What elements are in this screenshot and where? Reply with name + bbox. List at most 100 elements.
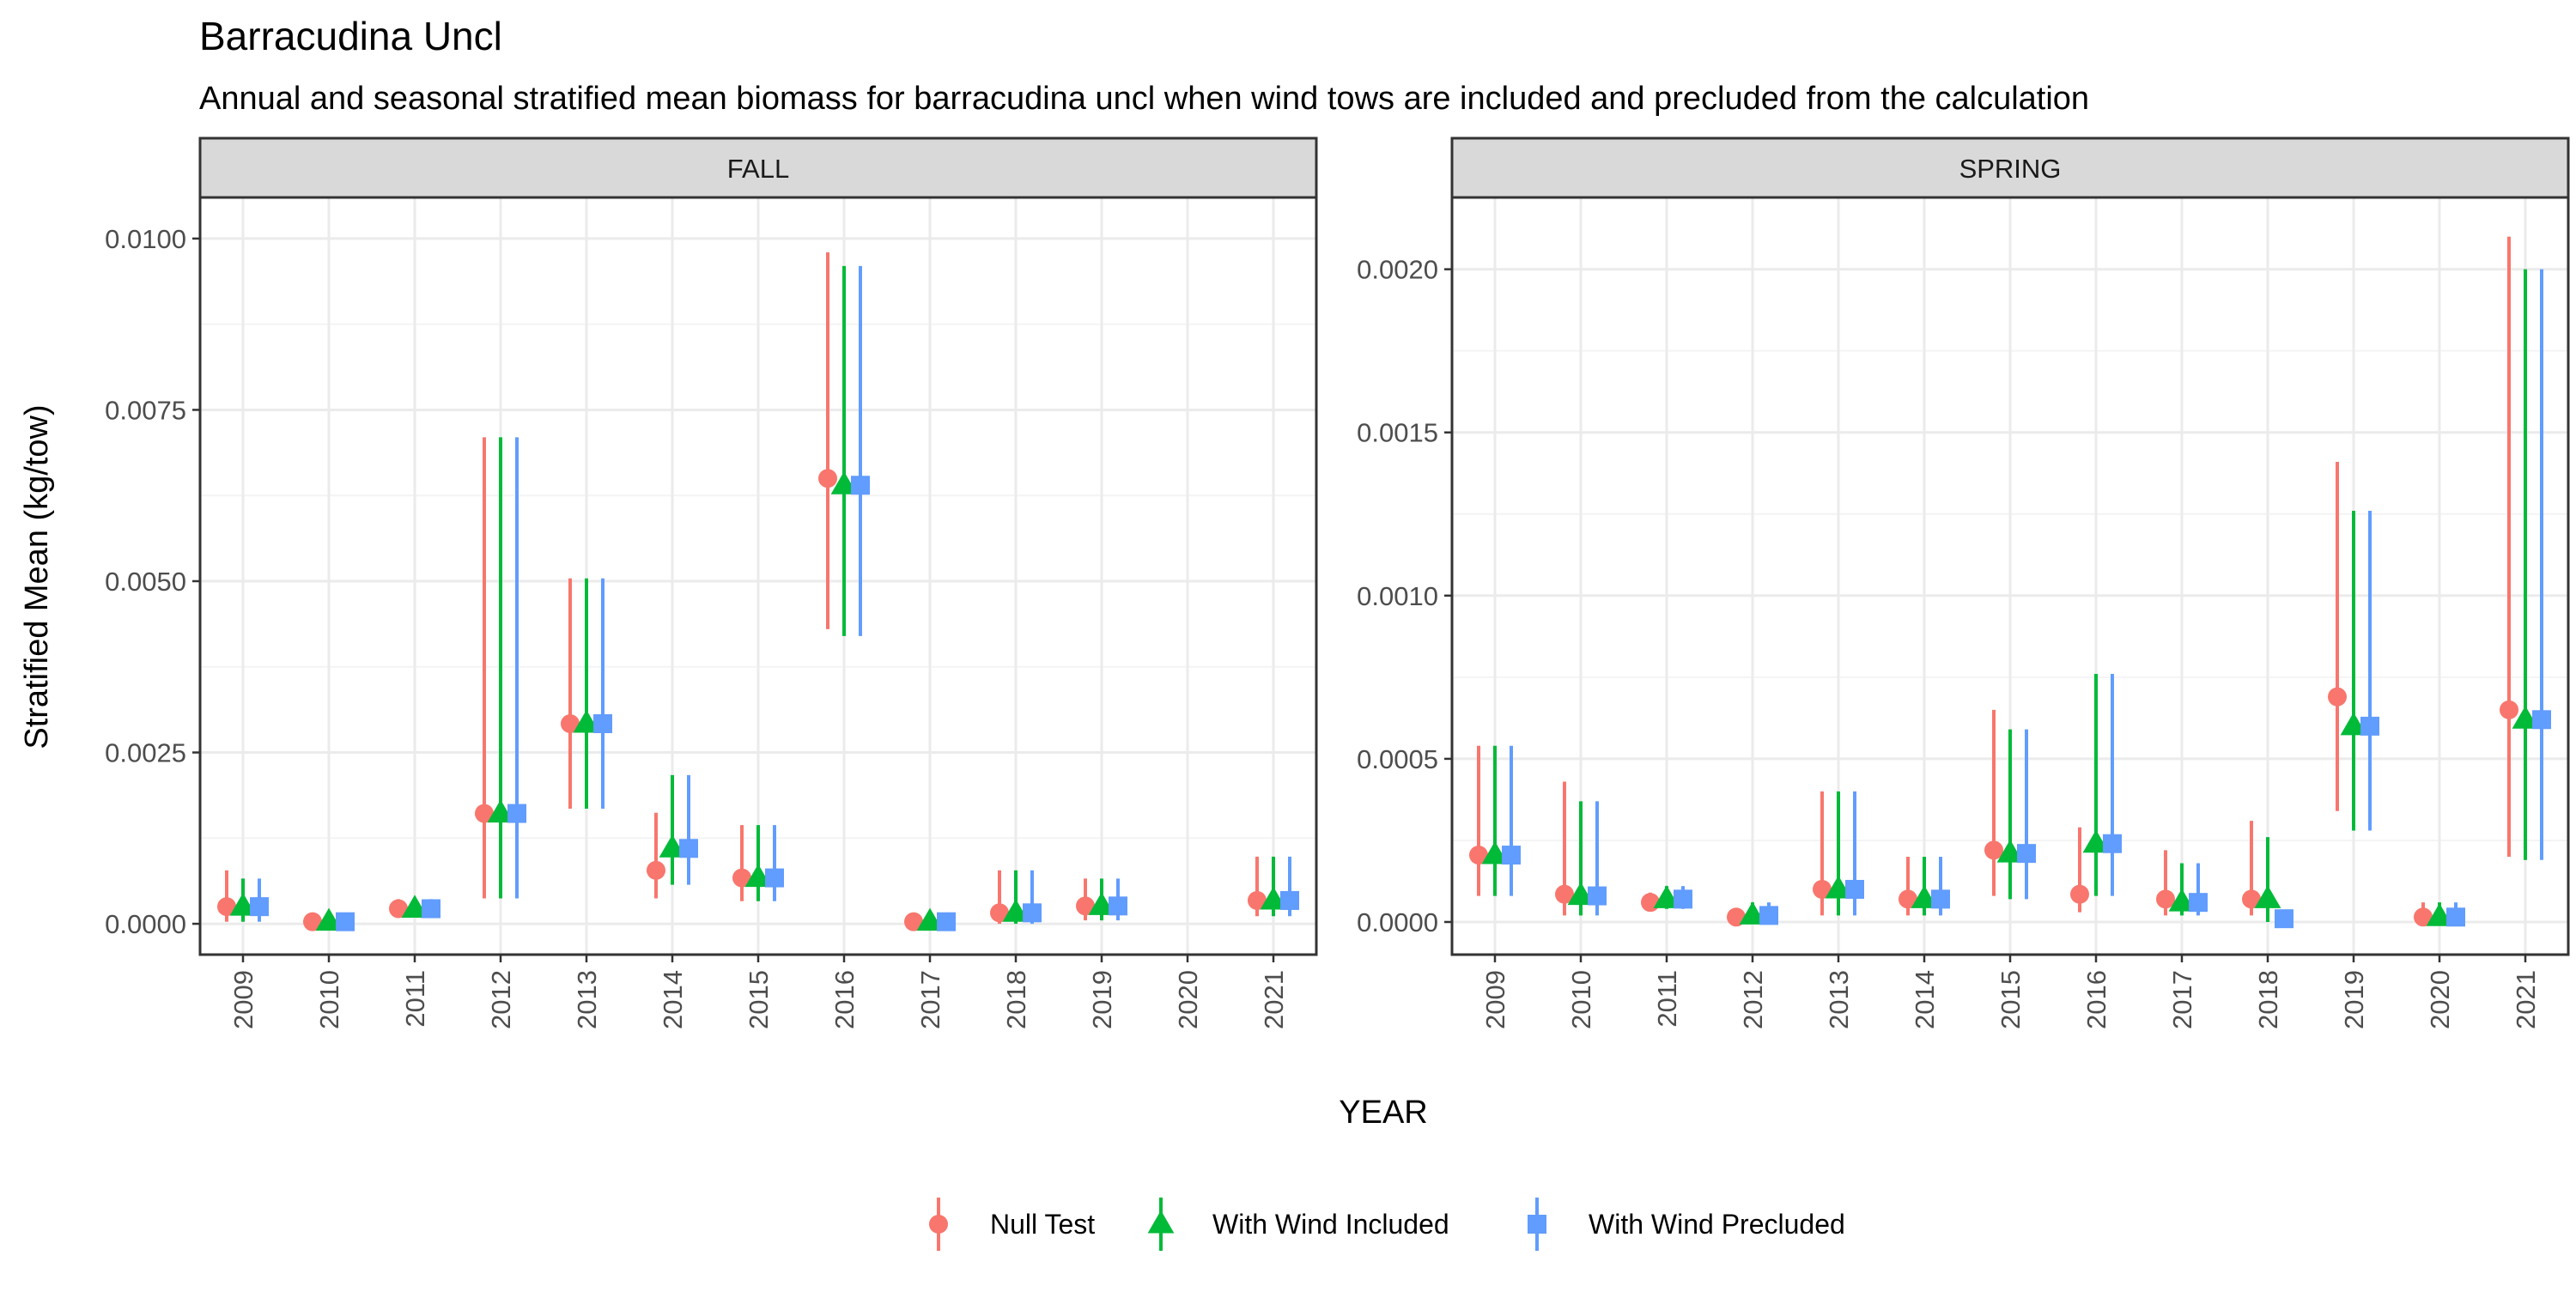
- data-point: [830, 471, 858, 494]
- y-tick-label: 0.0000: [1357, 907, 1438, 937]
- facet-strip-label: FALL: [727, 154, 789, 184]
- x-tick-label: 2015: [744, 970, 774, 1029]
- data-point: [2070, 884, 2089, 904]
- data-point: [1813, 879, 1832, 899]
- y-axis-title: Stratified Mean (kg/tow): [19, 404, 55, 749]
- data-point: [1739, 901, 1766, 925]
- data-point: [937, 912, 956, 931]
- data-point: [990, 903, 1009, 923]
- y-tick-label: 0.0015: [1357, 418, 1438, 448]
- data-point: [765, 868, 784, 888]
- x-tick-label: 2020: [2425, 970, 2455, 1029]
- x-tick-label: 2019: [1087, 970, 1117, 1029]
- x-tick-label: 2013: [1824, 970, 1854, 1029]
- facet-strip-label: SPRING: [1959, 154, 2062, 184]
- data-point: [2500, 700, 2518, 719]
- x-tick-label: 2019: [2339, 970, 2369, 1029]
- x-tick-label: 2009: [228, 970, 258, 1029]
- data-point: [1759, 906, 1778, 925]
- data-point: [250, 897, 269, 917]
- data-point: [679, 839, 698, 858]
- data-point: [1899, 889, 1917, 909]
- data-point: [1469, 846, 1488, 865]
- data-point: [851, 476, 870, 495]
- data-point: [1931, 889, 1950, 909]
- data-point: [1260, 886, 1287, 910]
- data-point: [475, 804, 494, 823]
- data-point: [2189, 893, 2208, 913]
- data-point: [561, 714, 580, 734]
- data-point: [2414, 907, 2433, 927]
- data-point: [229, 893, 257, 916]
- x-tick-label: 2011: [400, 970, 430, 1028]
- x-tick-label: 2014: [1910, 970, 1940, 1029]
- x-tick-label: 2018: [2253, 970, 2283, 1029]
- data-point: [2426, 903, 2453, 926]
- data-point: [2242, 889, 2261, 909]
- data-point: [217, 897, 236, 917]
- data-point: [1567, 882, 1595, 906]
- x-tick-label: 2016: [829, 970, 860, 1029]
- data-point: [401, 895, 428, 919]
- x-tick-label: 2021: [1259, 970, 1289, 1029]
- data-point: [659, 834, 686, 858]
- x-tick-label: 2012: [486, 970, 516, 1029]
- data-point: [1023, 903, 1042, 923]
- x-tick-label: 2011: [1652, 970, 1682, 1028]
- data-point: [2275, 909, 2293, 929]
- x-tick-label: 2017: [2167, 970, 2197, 1029]
- data-point: [2168, 889, 2196, 912]
- legend-label: Null Test: [990, 1209, 1095, 1240]
- chart-title: Barracudina Uncl: [199, 14, 502, 58]
- data-point: [1088, 892, 1115, 915]
- data-point: [573, 709, 600, 733]
- data-point: [2532, 710, 2551, 730]
- series-with-wind-precluded: [250, 265, 1299, 931]
- data-point: [1076, 896, 1095, 916]
- data-point: [336, 912, 355, 931]
- panel-spring: 0.0000 0.0005 0.0010 0.0015 0.0020 2009 2010 20…: [1357, 136, 2570, 1029]
- legend-item-with-wind-precluded: With Wind Precluded: [1528, 1198, 1845, 1251]
- data-point: [916, 907, 944, 931]
- data-point: [904, 912, 923, 931]
- data-point: [1845, 879, 1864, 899]
- y-tick-label: 0.0000: [105, 909, 186, 939]
- data-point: [303, 912, 322, 931]
- legend-label: With Wind Precluded: [1589, 1209, 1845, 1240]
- data-point: [647, 860, 665, 880]
- data-point: [2254, 885, 2281, 908]
- x-tick-label: 2014: [658, 970, 688, 1029]
- data-point: [1653, 885, 1680, 908]
- data-point: [507, 804, 526, 823]
- data-point: [1996, 840, 2024, 863]
- legend-key-circle: [929, 1215, 948, 1234]
- y-tick-label: 0.0075: [105, 395, 186, 425]
- legend-label: With Wind Included: [1212, 1209, 1449, 1240]
- data-point: [1825, 875, 1852, 899]
- x-tick-label: 2013: [572, 970, 602, 1029]
- data-point: [1911, 885, 1938, 908]
- data-point: [2103, 834, 2122, 853]
- data-point: [1481, 840, 1509, 864]
- legend-item-with-wind-included: With Wind Included: [1147, 1198, 1449, 1251]
- data-point: [1002, 899, 1030, 922]
- panel-fall: 0.0000 0.0025 0.0050 0.0075 0.0100 2009 2010 20…: [105, 136, 1318, 1029]
- y-tick-label: 0.0010: [1357, 581, 1438, 611]
- panels: 0.0000 0.0025 0.0050 0.0075 0.0100 2009 2010 20…: [105, 136, 2570, 1029]
- data-point: [732, 868, 751, 888]
- y-tick-label: 0.0020: [1357, 255, 1438, 285]
- x-tick-label: 2018: [1001, 970, 1031, 1029]
- y-tick-label: 0.0100: [105, 224, 186, 254]
- data-point: [1674, 889, 1692, 909]
- data-point: [1109, 896, 1127, 916]
- legend-item-null-test: Null Test: [929, 1198, 1095, 1251]
- y-tick-label: 0.0025: [105, 738, 186, 768]
- x-tick-label: 2009: [1480, 970, 1510, 1029]
- facet-strip: [1450, 136, 2570, 199]
- x-tick-label: 2010: [314, 970, 344, 1029]
- series-with-wind-included: [1481, 269, 2539, 926]
- y-tick-label: 0.0050: [105, 567, 186, 597]
- data-point: [593, 714, 612, 734]
